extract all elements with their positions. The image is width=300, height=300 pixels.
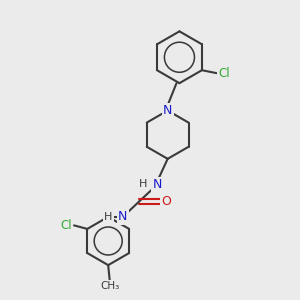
Text: CH₃: CH₃: [100, 281, 119, 291]
Text: O: O: [161, 195, 171, 208]
Text: Cl: Cl: [60, 219, 72, 232]
Text: H: H: [104, 212, 112, 222]
Text: H: H: [139, 179, 147, 190]
Text: N: N: [153, 178, 162, 191]
Text: Cl: Cl: [218, 67, 230, 80]
Text: N: N: [163, 104, 172, 117]
Text: N: N: [118, 210, 128, 223]
